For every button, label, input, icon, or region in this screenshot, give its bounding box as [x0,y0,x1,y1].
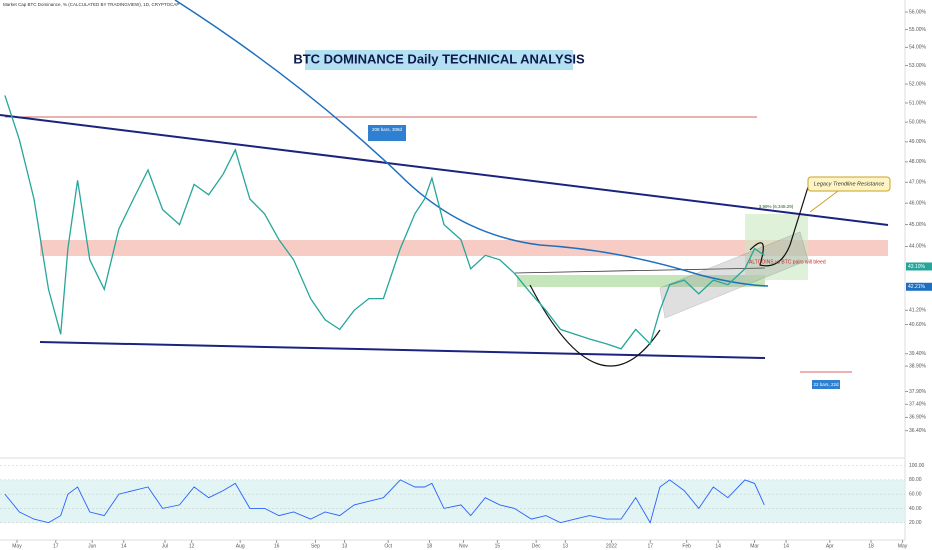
y-tick-label: 50.00% [909,120,927,126]
rsi-tick-label: 80.00 [909,477,922,483]
price-label: 42.21% [908,284,926,290]
y-tick-label: 41.20% [909,308,927,314]
y-tick-label: 51.00% [909,100,927,106]
x-tick-label: 17 [647,543,653,549]
x-tick-label: Nov [459,543,468,549]
annotation: 208 bars, 308d [372,127,403,132]
price-label-box [906,262,932,271]
y-tick-label: 40.60% [909,322,927,328]
x-tick-label: 2022 [606,543,617,549]
annotation: ALTCOINS vs BTC pairs will bleed [749,259,826,265]
y-tick-label: 47.00% [909,180,927,186]
info-box [368,125,406,141]
x-tick-label: 12 [189,543,195,549]
y-tick-label: 37.90% [909,389,927,395]
x-tick-label: 14 [783,543,789,549]
y-tick-label: 45.00% [909,222,927,228]
bars-box [812,380,840,389]
annotation: 3.99% (6,348.29) [759,204,794,209]
x-tick-label: Aug [236,543,245,549]
x-tick-label: Feb [682,543,691,549]
price-line [4,95,765,350]
x-tick-label: Apr [826,543,834,549]
x-tick-label: 18 [427,543,433,549]
lower-trendline [39,341,766,359]
chart-title: BTC DOMINANCE Daily TECHNICAL ANALYSIS [293,51,585,66]
x-tick-label: Dec [532,543,541,549]
x-tick-label: 16 [274,543,280,549]
y-tick-label: 36.90% [909,415,927,421]
measure-box [745,214,808,280]
x-tick-label: May [12,543,22,549]
rsi-band [0,479,905,523]
x-tick-label: 14 [715,543,721,549]
header: Market Cap BTC Dominance, % (CALCULATED … [3,2,179,7]
rsi-tick-label: 20.00 [909,520,922,526]
y-tick-label: 36.40% [909,428,927,434]
annotation: 22 bars, 22d [813,382,839,387]
y-tick-label: 56.00% [909,9,927,15]
callout-pointer [809,190,839,213]
callout-box [807,176,891,192]
x-tick-label: 18 [868,543,874,549]
x-tick-label: 17 [53,543,59,549]
upper-trendline [0,114,889,226]
y-tick-label: 38.90% [909,363,927,369]
neckline [514,267,766,274]
y-tick-label: 44.00% [909,244,927,250]
title-box [305,50,573,70]
rsi-line [4,479,765,524]
y-tick-label: 46.00% [909,201,927,207]
annotation: Legacy Trendline Resistance [814,181,885,187]
x-tick-label: May [898,543,908,549]
y-tick-label: 53.00% [909,63,927,69]
x-tick-label: Jul [162,543,168,549]
x-tick-label: Mar [750,543,759,549]
rsi-tick-label: 60.00 [909,491,922,497]
y-tick-label: 37.40% [909,402,927,408]
y-tick-label: 52.00% [909,81,927,87]
x-tick-label: 14 [121,543,127,549]
x-tick-label: Jun [88,543,96,549]
moving-average [174,0,769,287]
rsi-tick-label: 40.00 [909,506,922,512]
support-zone [517,275,765,287]
price-label: 43.10% [908,264,926,270]
x-tick-label: 13 [563,543,569,549]
y-tick-label: 55.00% [909,27,927,33]
cup-curve [529,284,661,367]
y-tick-label: 39.40% [909,351,927,357]
x-tick-label: 13 [342,543,348,549]
price-label-box [906,282,932,291]
y-tick-label: 48.00% [909,159,927,165]
x-tick-label: 15 [495,543,501,549]
y-tick-label: 54.00% [909,45,927,51]
y-tick-label: 49.00% [909,139,927,145]
projection-path [749,186,809,267]
x-tick-label: Oct [384,543,392,549]
x-tick-label: Sep [311,543,320,549]
rsi-tick-label: 100.00 [909,463,925,469]
